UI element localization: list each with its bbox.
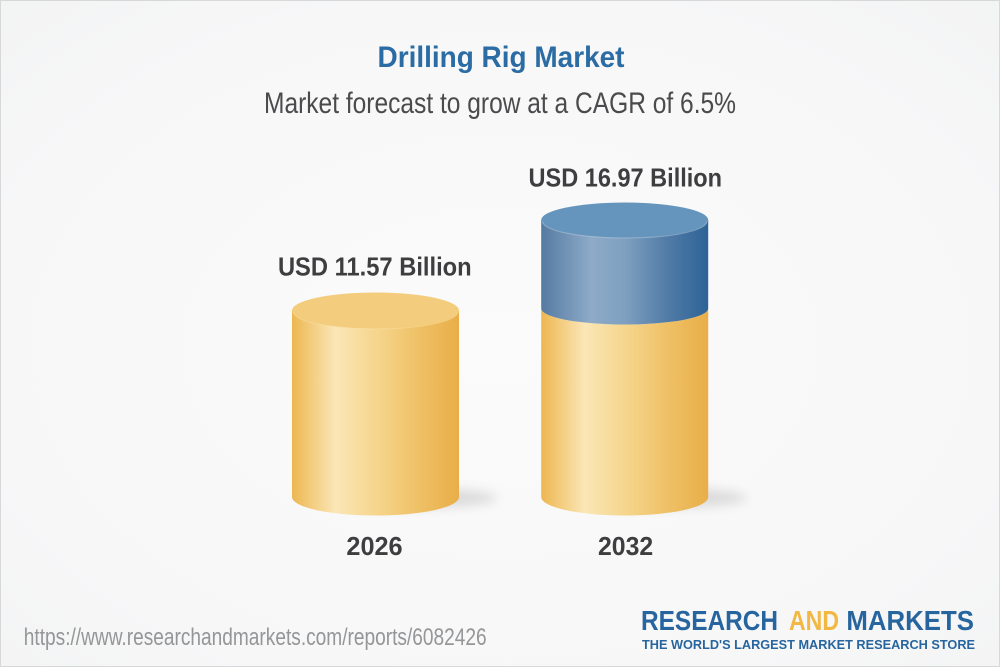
svg-text:Market forecast to grow at a C: Market forecast to grow at a CAGR of 6.5… [264,87,736,120]
svg-text:2032: 2032 [598,531,653,561]
svg-text:https://www.researchandmarkets: https://www.researchandmarkets.com/repor… [24,624,487,651]
svg-text:THE WORLD'S LARGEST MARKET RES: THE WORLD'S LARGEST MARKET RESEARCH STOR… [642,637,975,652]
svg-text:RESEARCH: RESEARCH [641,605,778,636]
svg-text:2026: 2026 [346,531,402,561]
svg-text:AND: AND [789,605,839,636]
svg-text:MARKETS: MARKETS [846,605,974,636]
svg-text:USD 16.97 Billion: USD 16.97 Billion [529,163,723,193]
svg-text:USD 11.57 Billion: USD 11.57 Billion [278,251,472,281]
svg-text:Drilling Rig Market: Drilling Rig Market [378,41,625,74]
